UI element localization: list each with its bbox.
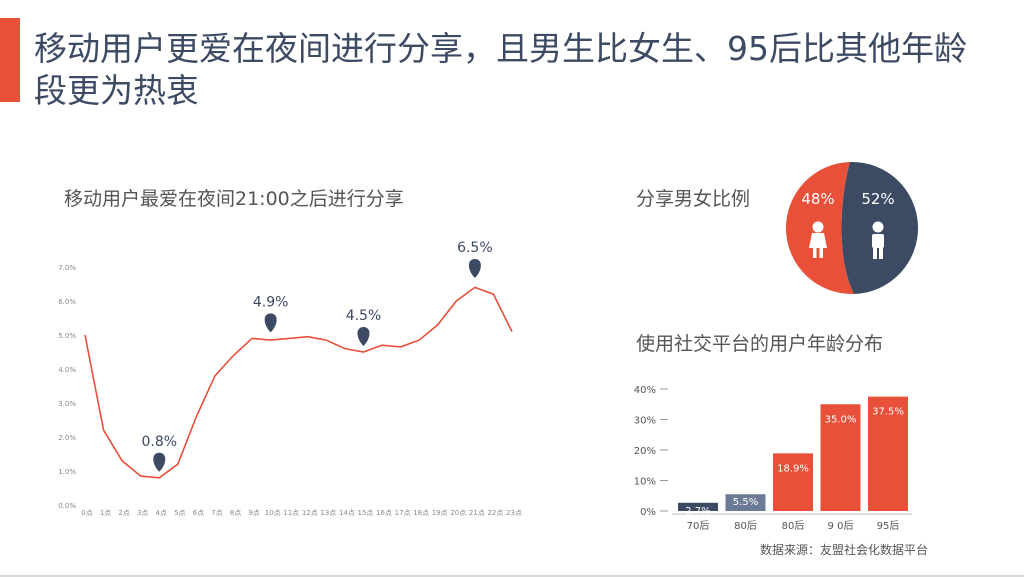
bar-value-label: 35.0%: [825, 414, 857, 425]
data-source: 数据来源：友盟社会化数据平台: [760, 543, 929, 557]
x-tick-label: 15点: [358, 509, 374, 517]
x-tick-label: 22点: [487, 509, 503, 517]
bar-category-label: 80后: [782, 520, 805, 532]
x-tick-label: 5点: [174, 509, 185, 517]
male-icon-leg: [879, 247, 883, 259]
x-tick-label: 18点: [413, 509, 429, 517]
bar-y-tick-label: 10%: [634, 477, 656, 488]
title-accent-bar: [0, 18, 20, 102]
x-tick-label: 7点: [211, 509, 222, 517]
x-tick-label: 16点: [376, 509, 392, 517]
slide-title: 移动用户更爱在夜间进行分享，且男生比女生、95后比其他年龄段更为热衷: [34, 29, 967, 110]
female-icon-leg: [819, 248, 823, 258]
location-pin-icon: [153, 452, 166, 472]
bar-value-label: 18.9%: [777, 463, 809, 474]
x-tick-label: 21点: [469, 509, 485, 517]
peak-value-label: 4.9%: [253, 294, 289, 310]
bar-category-label: 70后: [687, 520, 710, 532]
peak-value-label: 4.5%: [346, 308, 382, 324]
x-tick-label: 14点: [339, 509, 355, 517]
age-bar: [725, 494, 766, 511]
bar-value-label: 2.7%: [685, 506, 710, 517]
x-tick-label: 19点: [432, 509, 448, 517]
age-bar: [678, 502, 718, 511]
x-tick-label: 10点: [265, 509, 281, 517]
location-pin-icon: [468, 259, 481, 278]
age-bar: [868, 396, 908, 511]
x-tick-label: 4点: [156, 509, 167, 517]
pie-label-female: 48%: [801, 190, 834, 208]
y-tick-label: 1.0%: [58, 468, 76, 476]
x-tick-label: 11点: [283, 509, 299, 517]
male-icon-body: [872, 234, 884, 248]
x-tick-label: 13点: [320, 509, 336, 517]
female-icon-leg: [813, 248, 817, 258]
pie-label-male: 52%: [861, 190, 894, 208]
bar-value-label: 37.5%: [872, 407, 904, 418]
peak-value-label: 0.8%: [141, 434, 177, 450]
x-tick-label: 17点: [395, 509, 411, 517]
location-pin-icon: [357, 327, 370, 346]
bar-y-tick-label: 40%: [634, 385, 656, 396]
bar-y-tick-label: 30%: [634, 416, 656, 427]
bar-chart-title: 使用社交平台的用户年龄分布: [636, 333, 884, 355]
pie-chart-title: 分享男女比例: [636, 188, 751, 210]
bar-category-label: 80后: [734, 520, 757, 532]
x-tick-label: 0点: [81, 509, 92, 517]
bottom-border: [0, 575, 1024, 577]
x-tick-label: 1点: [100, 509, 111, 517]
x-tick-label: 12点: [302, 509, 318, 517]
line-chart-title: 移动用户最爱在夜间21:00之后进行分享: [64, 188, 404, 210]
location-pin-icon: [264, 313, 277, 333]
x-tick-label: 9点: [248, 509, 259, 517]
male-icon: [872, 221, 884, 233]
y-tick-label: 6.0%: [58, 298, 76, 306]
x-tick-label: 3点: [137, 509, 148, 517]
x-tick-label: 23点: [506, 509, 522, 517]
bar-category-label: 9 0后: [828, 520, 854, 532]
y-tick-label: 2.0%: [58, 434, 76, 442]
x-tick-label: 8点: [230, 509, 241, 517]
bar-value-label: 5.5%: [733, 497, 758, 508]
male-icon-leg: [873, 247, 877, 259]
peak-value-label: 6.5%: [457, 240, 493, 256]
x-tick-label: 20点: [450, 509, 466, 517]
y-tick-label: 7.0%: [58, 264, 76, 272]
age-bar: [820, 404, 861, 511]
female-icon: [812, 221, 824, 233]
share-time-series-line: [84, 286, 513, 479]
y-tick-label: 5.0%: [58, 332, 76, 340]
y-tick-label: 0.0%: [58, 502, 76, 510]
age-bar: [773, 453, 813, 511]
bar-category-label: 95后: [877, 520, 900, 532]
bar-y-tick-label: 20%: [634, 446, 656, 457]
y-tick-label: 3.0%: [58, 400, 76, 408]
bar-y-tick-label: 0%: [640, 507, 656, 518]
y-tick-label: 4.0%: [58, 366, 76, 374]
x-tick-label: 2点: [118, 509, 129, 517]
female-icon-body: [809, 233, 827, 248]
x-tick-label: 6点: [193, 509, 204, 517]
